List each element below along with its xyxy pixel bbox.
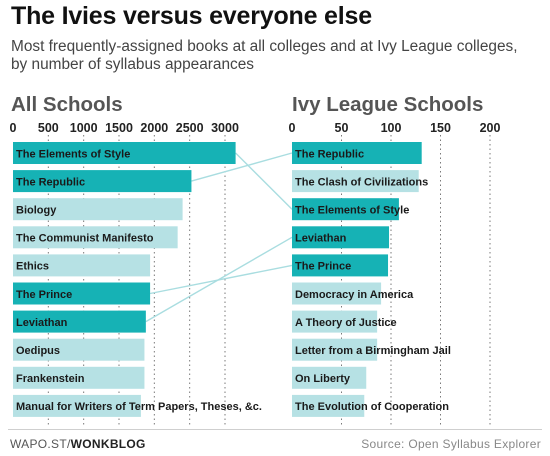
- bar-label: The Prince: [16, 289, 72, 301]
- tick-label: 150: [430, 121, 451, 135]
- bar-label: Democracy in America: [295, 289, 414, 301]
- bar-label: Leviathan: [16, 317, 68, 329]
- bar: [292, 282, 382, 305]
- tick-label: 1500: [105, 121, 133, 135]
- bar-layer: [13, 142, 422, 417]
- footer-credit: Source: Open Syllabus Explorer: [361, 437, 541, 451]
- bar: [13, 394, 141, 417]
- footer-source: WAPO.ST/WONKBLOG: [10, 437, 146, 451]
- bar: [292, 310, 378, 333]
- bar-label: Frankenstein: [16, 373, 85, 385]
- bar-label: The Republic: [295, 148, 364, 160]
- tick-label: 50: [335, 121, 349, 135]
- bar-label: The Communist Manifesto: [16, 233, 154, 245]
- panel-title-all-schools: All Schools: [11, 93, 123, 116]
- bar: [13, 142, 236, 164]
- bar-label: The Prince: [295, 261, 351, 273]
- footer-divider: [8, 429, 542, 430]
- bar: [292, 226, 390, 249]
- bar: [13, 310, 146, 333]
- tick-label: 3000: [211, 121, 239, 135]
- bar-label: Manual for Writers of Term Papers, These…: [16, 401, 262, 413]
- bar: [292, 170, 419, 193]
- tick-label: 0: [10, 121, 17, 135]
- bar: [292, 142, 422, 164]
- bar-label: Ethics: [16, 261, 49, 273]
- bar: [13, 254, 151, 277]
- bar-label: A Theory of Justice: [295, 317, 397, 329]
- bar: [292, 394, 365, 417]
- connector-layer: [145, 152, 293, 323]
- connector-line: [145, 236, 293, 323]
- bar-label: On Liberty: [295, 373, 351, 385]
- bar: [292, 366, 367, 389]
- page-title: The Ivies versus everyone else: [11, 2, 372, 30]
- connector-line: [235, 152, 293, 210]
- bar: [13, 198, 183, 221]
- bar-label: The Evolution of Cooperation: [295, 401, 449, 413]
- tick-label: 0: [289, 121, 296, 135]
- tick-label: 500: [38, 121, 59, 135]
- bar: [13, 226, 178, 249]
- tick-label: 100: [381, 121, 402, 135]
- bar-label: Leviathan: [295, 233, 347, 245]
- bar: [13, 338, 145, 361]
- bar: [292, 338, 378, 361]
- bar: [13, 366, 145, 389]
- panel-title-ivy-league: Ivy League Schools: [292, 93, 484, 116]
- footer-source-prefix: WAPO.ST/: [10, 437, 71, 451]
- bar-label: The Republic: [16, 176, 85, 188]
- grid-layer: [47, 135, 491, 425]
- connector-line: [149, 264, 293, 295]
- bar-label: Letter from a Birmingham Jail: [295, 345, 451, 357]
- bar-label: The Elements of Style: [16, 148, 130, 160]
- bar-label: Biology: [16, 205, 57, 217]
- tick-label: 2000: [140, 121, 168, 135]
- connector-line: [191, 152, 293, 182]
- bar: [292, 254, 389, 277]
- bar: [13, 282, 151, 305]
- tick-label: 1000: [70, 121, 98, 135]
- tick-label: 2500: [176, 121, 204, 135]
- bar-label: The Clash of Civilizations: [295, 176, 428, 188]
- bar-label: Oedipus: [16, 345, 60, 357]
- bar: [292, 198, 399, 221]
- page-subtitle: Most frequently-assigned books at all co…: [11, 38, 518, 73]
- footer-source-brand: WONKBLOG: [70, 437, 146, 451]
- label-layer: The Elements of Style The Republic Biology…: [16, 148, 451, 413]
- tick-label: 200: [480, 121, 501, 135]
- tick-layer: 0 500 1000 1500 2000 2500 3000 0 50 100 150 200: [10, 121, 501, 135]
- bar: [13, 170, 192, 193]
- bar-label: The Elements of Style: [295, 205, 409, 217]
